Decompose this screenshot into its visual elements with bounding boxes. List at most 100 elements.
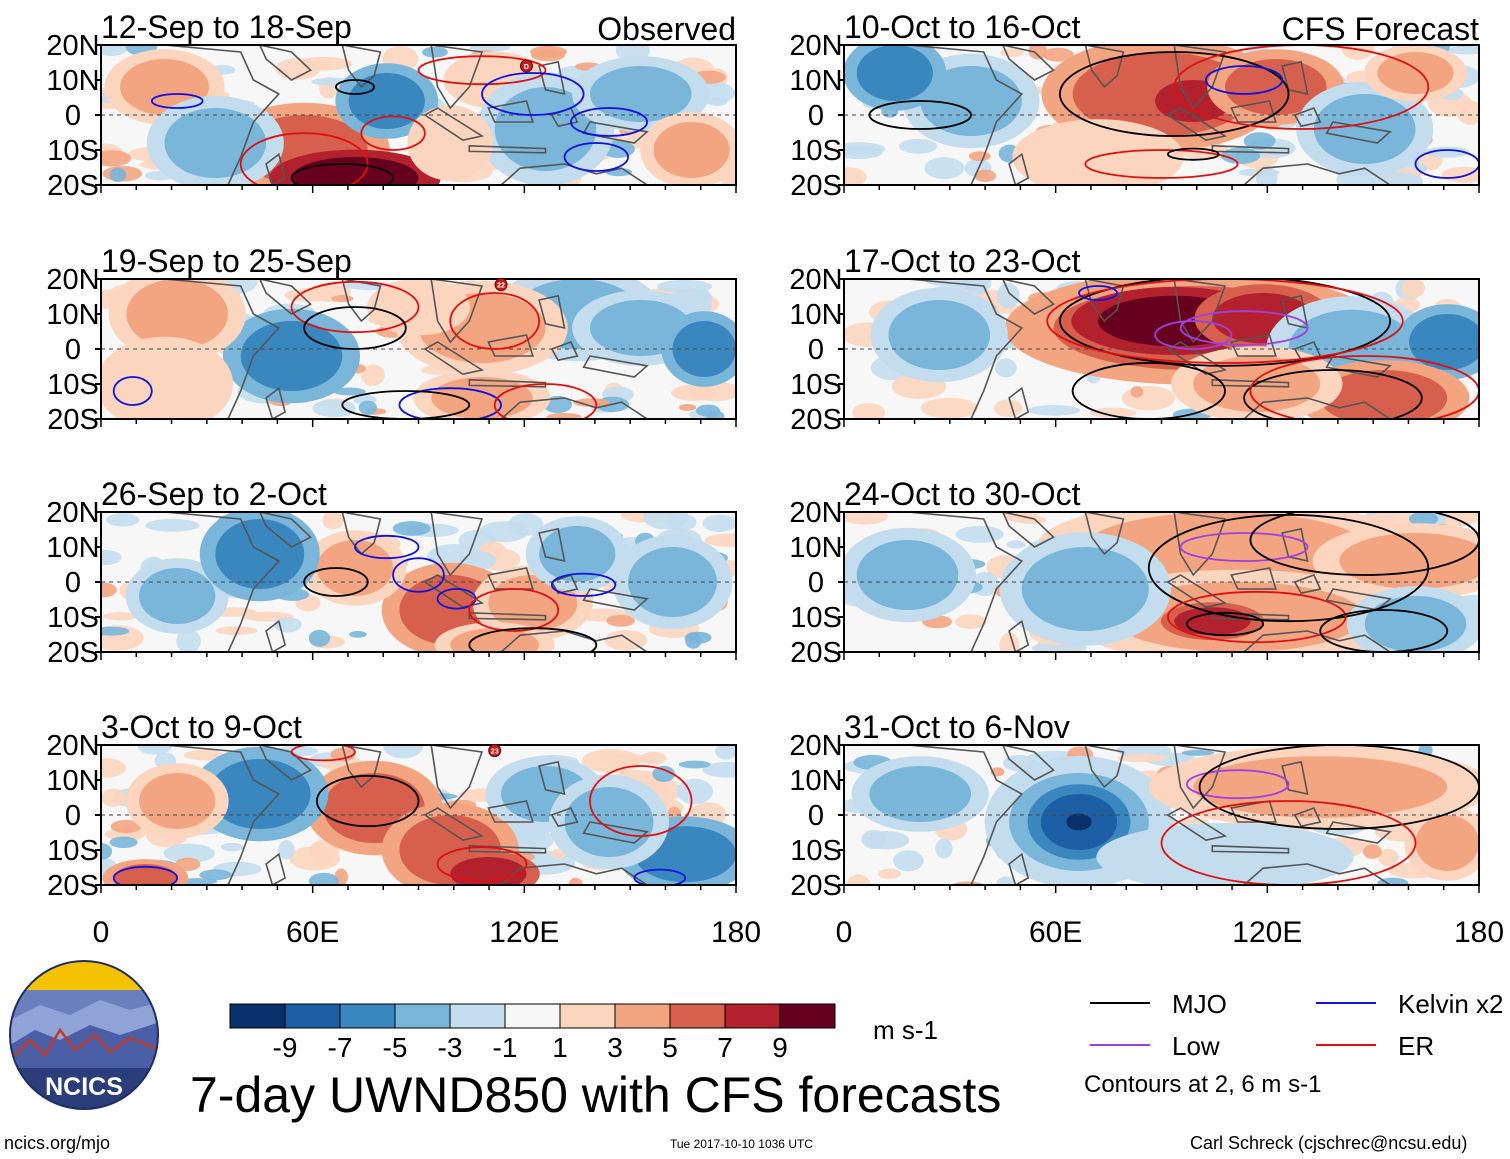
- coastline: [1008, 386, 1030, 419]
- panel-field: [844, 279, 1479, 419]
- lat-tick-label: 10S: [47, 602, 99, 634]
- wave-contour: [633, 868, 687, 885]
- anomaly-speckle: [996, 282, 1020, 309]
- legend-label: Kelvin x2: [1398, 989, 1504, 1019]
- anomaly-speckle: [360, 364, 385, 386]
- logo-signal-line: [10, 1027, 158, 1061]
- panel-field: [101, 45, 736, 185]
- anomaly-speckle: [145, 518, 200, 532]
- footer-url[interactable]: ncics.org/mjo: [4, 1133, 111, 1153]
- panel-date-label: 31-Oct to 6-Nov: [844, 709, 1070, 745]
- wave-contour: [1160, 800, 1417, 885]
- anomaly-speckle: [704, 533, 736, 548]
- anomaly-speckle: [1000, 48, 1024, 57]
- lat-tick-label: 10N: [46, 532, 99, 564]
- anomaly-speckle: [996, 876, 1016, 885]
- lon-tick-label: 120E: [1232, 916, 1302, 949]
- anomaly-speckle: [330, 747, 356, 762]
- lon-tick-label: 60E: [286, 916, 339, 949]
- anomaly-speckle: [101, 45, 128, 56]
- lat-tick-label: 10S: [790, 602, 842, 634]
- coastline: [1166, 574, 1228, 609]
- coastline: [487, 100, 534, 123]
- panel-date-label: 17-Oct to 23-Oct: [844, 243, 1081, 279]
- anomaly-speckle: [974, 169, 997, 182]
- lat-tick-label: 20N: [46, 264, 99, 296]
- anomaly-speckle: [1377, 877, 1409, 885]
- anomaly-speckle: [308, 629, 331, 647]
- coastline: [341, 279, 382, 323]
- colorbar-tick-label: 9: [772, 1032, 788, 1063]
- wave-contour: [1185, 769, 1290, 800]
- anomaly-speckle: [1362, 844, 1382, 859]
- coastline: [844, 279, 1024, 419]
- lon-tick-label: 60E: [1029, 916, 1082, 949]
- coastline: [550, 806, 579, 828]
- wave-contour: [1058, 51, 1290, 137]
- wave-contour: [481, 72, 585, 116]
- coastline: [844, 45, 1024, 185]
- anomaly-speckle: [993, 399, 1023, 418]
- panel-date-label: 12-Sep to 18-Sep: [101, 9, 352, 45]
- lat-tick-label: 10N: [46, 299, 99, 331]
- anomaly-region: [164, 108, 267, 178]
- anomaly-speckle: [999, 632, 1020, 652]
- coastline: [1173, 745, 1227, 810]
- anomaly-speckle: [1370, 171, 1423, 185]
- colorbar-swatch: [339, 1003, 396, 1029]
- anomaly-speckle: [573, 398, 610, 407]
- lat-tick-label: 10N: [46, 765, 99, 797]
- lat-tick-label: 10S: [790, 135, 842, 167]
- coastline: [1325, 355, 1392, 378]
- anomaly-speckle: [358, 400, 378, 415]
- anomaly-region: [1377, 52, 1454, 94]
- lat-tick-label: 10N: [789, 65, 842, 97]
- lat-tick-label: 0: [65, 334, 81, 366]
- anomaly-speckle: [694, 288, 713, 315]
- panel-date-label: 19-Sep to 25-Sep: [101, 243, 352, 279]
- coastline: [1001, 512, 1055, 548]
- storm-marker-label: 23: [491, 749, 499, 756]
- anomaly-region: [1339, 533, 1479, 589]
- coastline: [550, 340, 579, 362]
- anomaly-speckle: [392, 521, 431, 536]
- coastline: [258, 279, 312, 315]
- coastline: [499, 863, 649, 885]
- anomaly-region: [653, 122, 730, 178]
- anomaly-speckle: [861, 829, 887, 849]
- coastline: [1211, 144, 1290, 154]
- coastline: [430, 279, 484, 344]
- anomaly-region: [113, 864, 178, 885]
- coastline: [101, 512, 281, 652]
- anomaly-speckle: [846, 874, 871, 885]
- storm-marker: [519, 59, 533, 73]
- anomaly-speckle: [1181, 749, 1215, 756]
- colorbar-tick-label: -5: [383, 1032, 408, 1063]
- wave-contour: [1179, 310, 1309, 346]
- wave-contour: [392, 557, 445, 593]
- anomaly-speckle: [968, 151, 991, 162]
- colorbar-swatch: [284, 1003, 341, 1029]
- anomaly-region: [431, 377, 533, 419]
- coastline: [1293, 573, 1322, 595]
- anomaly-speckle: [543, 395, 572, 414]
- coastline: [1173, 512, 1227, 577]
- coastline: [1281, 60, 1309, 96]
- anomaly-speckle: [332, 387, 366, 396]
- colorbar-units: m s-1: [873, 1015, 938, 1045]
- lat-tick-label: 20S: [47, 170, 99, 202]
- wave-contour: [112, 865, 179, 885]
- anomaly-speckle: [101, 582, 117, 598]
- wave-contour: [1071, 362, 1226, 419]
- anomaly-region: [539, 526, 616, 582]
- ncics-logo: NCICS: [9, 960, 159, 1110]
- anomaly-speckle: [652, 765, 676, 782]
- coastline: [101, 279, 281, 419]
- anomaly-speckle: [642, 512, 689, 530]
- anomaly-speckle: [1006, 540, 1026, 549]
- anomaly-speckle: [308, 839, 340, 864]
- anomaly-speckle: [106, 513, 140, 527]
